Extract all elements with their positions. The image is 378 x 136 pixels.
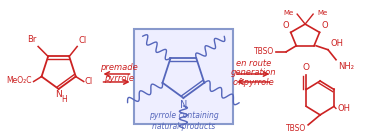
Text: O: O <box>282 21 289 30</box>
Text: Me: Me <box>317 10 327 16</box>
Text: Me: Me <box>283 10 293 16</box>
Text: O: O <box>322 21 328 30</box>
Text: Br: Br <box>27 35 36 44</box>
Text: TBSO: TBSO <box>254 47 274 56</box>
Text: OH: OH <box>330 39 343 48</box>
Text: MeO₂C: MeO₂C <box>6 76 32 85</box>
Text: NH₂: NH₂ <box>338 62 354 71</box>
Text: en route: en route <box>235 58 271 67</box>
Text: H: H <box>61 95 67 104</box>
Text: O: O <box>303 64 310 72</box>
Text: Cl: Cl <box>78 36 87 45</box>
Text: N: N <box>55 90 62 99</box>
Text: N: N <box>180 100 187 110</box>
Text: Cl: Cl <box>85 77 93 86</box>
Text: of pyrrole: of pyrrole <box>233 78 274 87</box>
Text: premade: premade <box>100 64 138 72</box>
Text: generation: generation <box>231 69 276 78</box>
Text: pyrrole: pyrrole <box>104 75 133 84</box>
Bar <box>133 29 233 124</box>
Text: TBSO: TBSO <box>286 124 306 133</box>
Text: OH: OH <box>338 104 351 113</box>
Text: pyrrole containing
natural products: pyrrole containing natural products <box>149 112 218 131</box>
